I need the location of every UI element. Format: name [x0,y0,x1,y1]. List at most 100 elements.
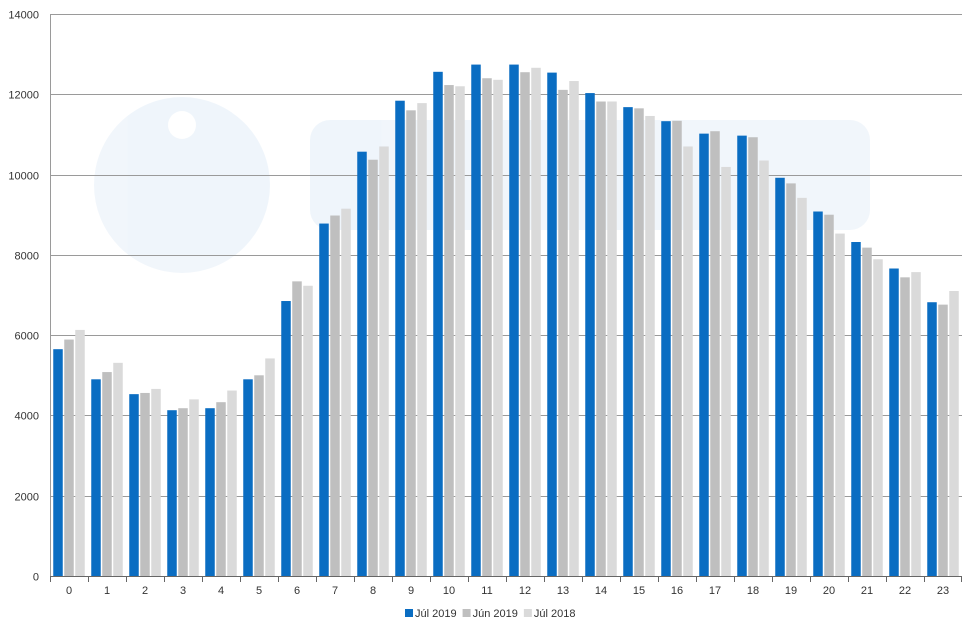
x-tick-label: 21 [861,585,873,597]
y-tick-label: 4000 [15,411,39,423]
bar-jul-2019-hour-2[interactable] [129,394,139,576]
x-tick-label: 0 [66,585,72,597]
bar-jul-2019-hour-14[interactable] [585,93,595,576]
bar-jul-2018-hour-8[interactable] [379,146,389,576]
bar-jul-2018-hour-9[interactable] [417,103,427,577]
x-tick-label: 9 [408,585,414,597]
x-tick-label: 10 [443,585,455,597]
legend[interactable]: Júl 2019 Jún 2019 Júl 2018 [405,608,575,620]
legend-label[interactable]: Júl 2018 [534,608,576,620]
bar-jul-2019-hour-7[interactable] [319,223,329,577]
x-tick-label: 12 [519,585,531,597]
bar-jul-2019-hour-8[interactable] [357,151,367,576]
bar-jun-2019-hour-12[interactable] [520,72,530,577]
bar-jul-2018-hour-10[interactable] [455,86,465,576]
bar-jul-2019-hour-4[interactable] [205,408,215,576]
bar-jul-2018-hour-22[interactable] [911,272,921,576]
bar-jul-2019-hour-15[interactable] [623,107,633,576]
x-tick-label: 7 [332,585,338,597]
bar-jul-2019-hour-20[interactable] [813,211,823,577]
bar-jul-2018-hour-11[interactable] [493,79,503,576]
bar-jul-2018-hour-6[interactable] [303,285,313,576]
bar-jul-2018-hour-20[interactable] [835,233,845,576]
bar-jun-2019-hour-6[interactable] [292,281,302,576]
bar-jun-2019-hour-17[interactable] [710,131,720,576]
bar-jun-2019-hour-0[interactable] [64,339,74,576]
bar-jul-2018-hour-17[interactable] [721,166,731,576]
y-tick-label: 6000 [15,331,39,343]
bar-jun-2019-hour-23[interactable] [938,304,948,576]
legend-label[interactable]: Júl 2019 [415,608,457,620]
bar-jul-2019-hour-16[interactable] [661,121,671,577]
x-tick-label: 5 [256,585,262,597]
x-tick-label: 17 [709,585,721,597]
x-tick-label: 15 [633,585,645,597]
legend-label[interactable]: Jún 2019 [473,608,518,620]
bar-jul-2019-hour-13[interactable] [547,72,557,577]
bar-jul-2018-hour-12[interactable] [531,67,541,576]
bar-jul-2019-hour-19[interactable] [775,177,785,576]
bar-jul-2019-hour-9[interactable] [395,100,405,577]
bar-jul-2018-hour-4[interactable] [227,390,237,576]
bar-jun-2019-hour-15[interactable] [634,108,644,576]
bar-jun-2019-hour-9[interactable] [406,110,416,576]
bar-jun-2019-hour-2[interactable] [140,392,150,576]
y-tick-label: 8000 [15,251,39,263]
bar-jul-2018-hour-21[interactable] [873,259,883,576]
bar-jul-2018-hour-2[interactable] [151,388,161,576]
bar-jun-2019-hour-13[interactable] [558,89,568,577]
bar-jul-2019-hour-6[interactable] [281,301,291,576]
x-tick-label: 16 [671,585,683,597]
bar-jul-2019-hour-1[interactable] [91,379,101,576]
bar-jul-2019-hour-21[interactable] [851,242,861,576]
bar-jul-2019-hour-12[interactable] [509,64,519,576]
legend-swatch[interactable] [462,609,471,617]
bar-jun-2019-hour-3[interactable] [178,408,188,576]
x-tick-label: 6 [294,585,300,597]
y-tick-label: 12000 [8,90,39,102]
bar-jun-2019-hour-16[interactable] [672,120,682,576]
bar-jul-2019-hour-10[interactable] [433,71,443,576]
y-tick-label: 0 [33,572,39,584]
bar-jun-2019-hour-14[interactable] [596,101,606,576]
bar-jul-2019-hour-3[interactable] [167,410,177,576]
bar-jul-2018-hour-0[interactable] [75,329,85,576]
bar-jun-2019-hour-18[interactable] [748,137,758,577]
bar-jun-2019-hour-20[interactable] [824,214,834,576]
bar-jul-2019-hour-17[interactable] [699,133,709,576]
bar-jun-2019-hour-4[interactable] [216,402,226,576]
y-tick-label: 10000 [8,171,39,183]
bar-jun-2019-hour-1[interactable] [102,372,112,576]
bar-jul-2018-hour-15[interactable] [645,115,655,577]
bar-jul-2019-hour-11[interactable] [471,64,481,576]
bar-jun-2019-hour-21[interactable] [862,247,872,576]
y-axis: 0 2000 4000 6000 8000 10000 12000 14000 [8,10,51,584]
x-tick-label: 23 [937,585,949,597]
bar-jul-2018-hour-5[interactable] [265,358,275,576]
legend-swatch[interactable] [405,609,413,617]
bar-jun-2019-hour-22[interactable] [900,277,910,576]
bar-jun-2019-hour-19[interactable] [786,183,796,576]
bar-jun-2019-hour-11[interactable] [482,78,492,576]
bar-jul-2019-hour-0[interactable] [53,349,63,576]
bar-jul-2019-hour-5[interactable] [243,379,253,576]
bar-jul-2018-hour-18[interactable] [759,160,769,576]
bar-jul-2018-hour-23[interactable] [949,290,959,576]
bar-jul-2019-hour-22[interactable] [889,268,899,576]
bar-jul-2018-hour-1[interactable] [113,362,123,576]
bar-jul-2018-hour-14[interactable] [607,101,617,576]
bar-jul-2018-hour-19[interactable] [797,197,807,576]
bar-jul-2018-hour-7[interactable] [341,208,351,576]
bar-jun-2019-hour-7[interactable] [330,215,340,576]
x-tick-label: 13 [557,585,569,597]
bar-jul-2018-hour-13[interactable] [569,81,579,576]
bar-jul-2019-hour-23[interactable] [927,302,937,576]
bar-jun-2019-hour-8[interactable] [368,159,378,576]
bar-jul-2018-hour-16[interactable] [683,146,693,576]
bar-jul-2018-hour-3[interactable] [189,399,199,576]
bar-jul-2019-hour-18[interactable] [737,135,747,576]
legend-swatch[interactable] [523,609,532,617]
bar-jun-2019-hour-5[interactable] [254,375,264,576]
bar-jun-2019-hour-10[interactable] [444,85,454,577]
